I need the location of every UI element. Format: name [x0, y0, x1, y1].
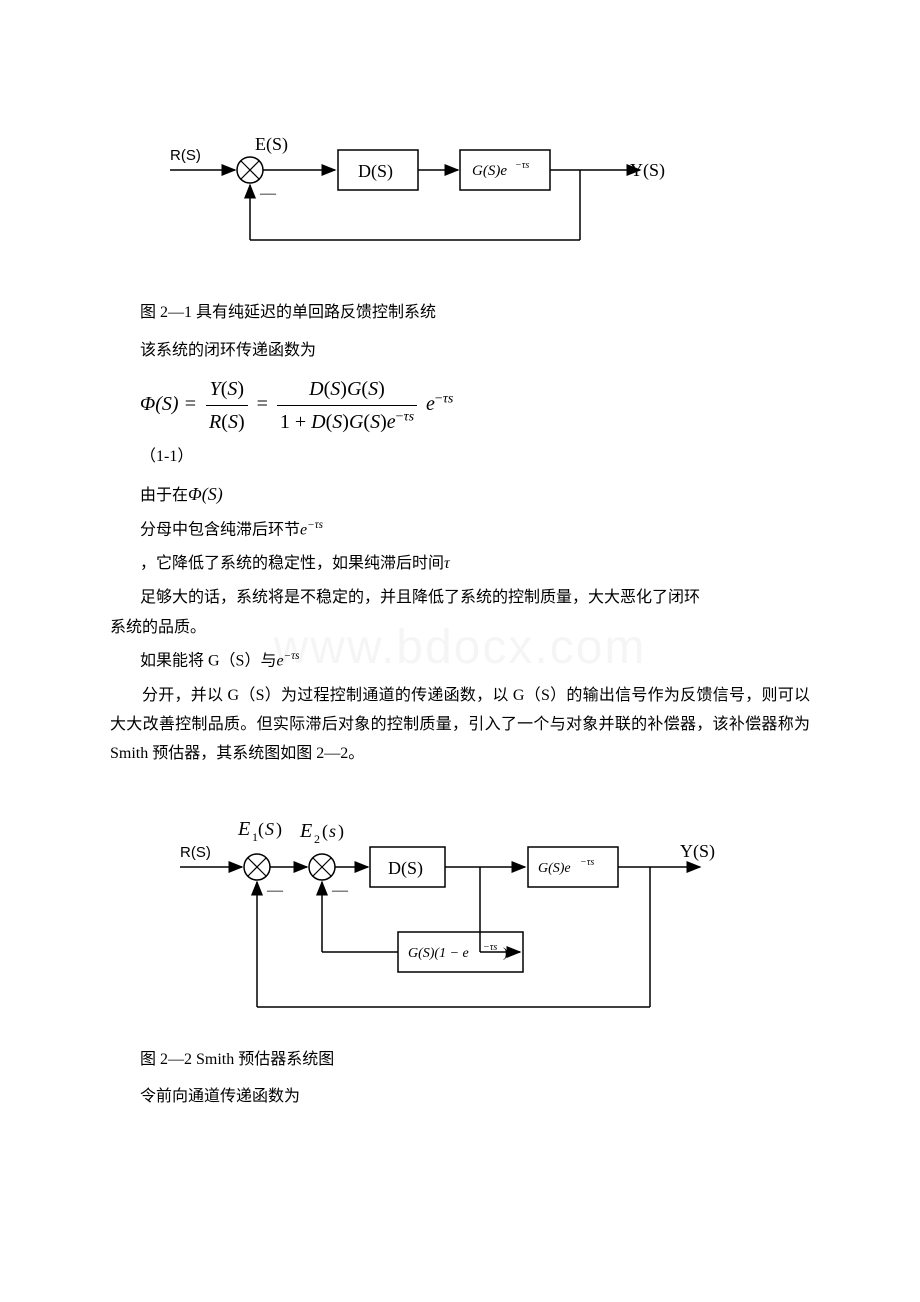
caption-fig-2-1: 图 2—1 具有纯延迟的单回路反馈控制系统: [140, 300, 810, 326]
svg-text:S: S: [265, 819, 274, 839]
svg-text:D(S): D(S): [388, 858, 423, 879]
svg-text:): ): [338, 821, 344, 842]
svg-text:): ): [503, 946, 508, 961]
svg-text:Y(S): Y(S): [680, 841, 715, 862]
svg-text:−τs: −τs: [515, 160, 529, 171]
text-if-sep-prefix: 如果能将 G（S）与: [140, 653, 276, 670]
svg-text:E(S): E(S): [255, 134, 288, 155]
para-smith-intro: 分开，并以 G（S）为过程控制通道的传递函数，以 G（S）的输出信号作为反馈信号…: [110, 682, 810, 768]
text-phi-line: 由于在Φ(S): [140, 480, 810, 509]
svg-text:G(S)e: G(S)e: [538, 861, 571, 876]
para-unstable-2: 系统的品质。: [110, 615, 810, 641]
svg-text:E: E: [237, 818, 250, 840]
diagram-2: R(S) — E 1 ( S ) — E 2 ( s ) D(S) G(S)e: [160, 807, 810, 1027]
svg-text:E: E: [299, 820, 312, 842]
svg-text:(: (: [322, 821, 328, 842]
text-phi-prefix: 由于在: [140, 487, 188, 504]
svg-text:—: —: [331, 882, 349, 899]
svg-text:G(S)e: G(S)e: [472, 163, 507, 179]
text-denominator-line: 分母中包含纯滞后环节e−τs: [140, 517, 810, 543]
text-denominator: 分母中包含纯滞后环节: [140, 521, 300, 538]
caption-fig-2-2: 图 2—2 Smith 预估器系统图: [140, 1047, 810, 1073]
para-unstable: 足够大的话，系统将是不稳定的，并且降低了系统的控制质量，大大恶化了闭环: [140, 584, 810, 613]
text-tau-line: ，它降低了系统的稳定性，如果纯滞后时间τ: [140, 551, 810, 577]
svg-text:D(S): D(S): [358, 161, 393, 182]
svg-text:−τs: −τs: [483, 942, 497, 953]
svg-text:): ): [276, 819, 282, 840]
svg-text:R(S): R(S): [170, 147, 201, 164]
svg-text:Y(S): Y(S): [630, 160, 665, 181]
svg-text:—: —: [259, 185, 277, 202]
svg-text:−τs: −τs: [580, 857, 594, 868]
block-diagram-2: R(S) — E 1 ( S ) — E 2 ( s ) D(S) G(S)e: [160, 807, 720, 1027]
svg-text:—: —: [266, 882, 284, 899]
diagram-1: R(S) E(S) — D(S) G(S)e −τs Y(S): [140, 120, 810, 280]
text-if-separate: 如果能将 G（S）与e−τs: [140, 648, 810, 674]
svg-text:(: (: [258, 819, 264, 840]
svg-text:R(S): R(S): [180, 844, 211, 861]
text-tau: ，它降低了系统的稳定性，如果纯滞后时间: [140, 555, 444, 572]
svg-text:G(S)(1 − e: G(S)(1 − e: [408, 946, 469, 961]
equation-1-1: Φ(S) = Y(S) R(S) = D(S)G(S) 1 + D(S)G(S)…: [140, 373, 810, 438]
equation-number-1-1: （1-1）: [140, 444, 810, 470]
block-diagram-1: R(S) E(S) — D(S) G(S)e −τs Y(S): [140, 120, 670, 280]
svg-text:s: s: [329, 821, 336, 841]
text-forward-tf: 令前向通道传递函数为: [140, 1084, 810, 1110]
svg-text:2: 2: [314, 832, 320, 846]
text-closed-loop-tf: 该系统的闭环传递函数为: [140, 338, 810, 364]
